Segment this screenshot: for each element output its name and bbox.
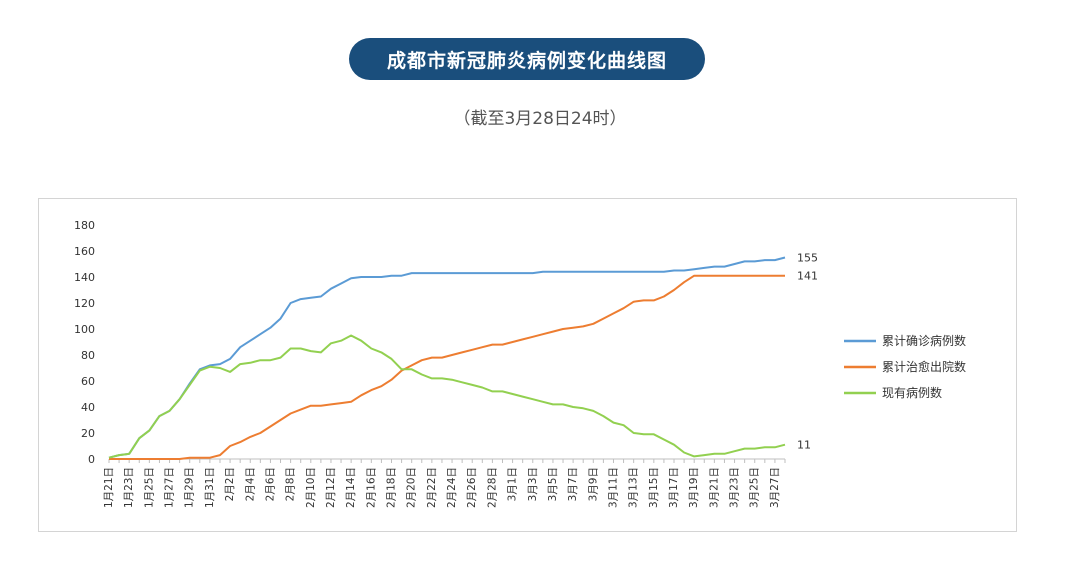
line-chart: 0 20 40 60 80 100 120 140 160 180 1月21日 1月23日 1月25日 1…: [74, 219, 966, 508]
series-line: [108, 256, 786, 459]
x-tick-label: 1月23日: [123, 467, 135, 508]
x-tick-label: 3月9日: [587, 467, 599, 501]
x-tick-label: 2月24日: [446, 467, 458, 508]
x-tick-label: 1月31日: [204, 467, 216, 508]
y-tick-label: 40: [81, 401, 95, 414]
x-tick-label: 2月26日: [466, 467, 478, 508]
x-tick-label: 2月14日: [345, 467, 357, 508]
y-tick-label: 20: [81, 427, 95, 440]
x-tick-label: 2月18日: [386, 467, 398, 508]
series-end-label: 141: [797, 270, 818, 283]
y-tick-label: 160: [74, 245, 95, 258]
x-tick-label: 3月1日: [507, 467, 519, 501]
x-tick-label: 3月21日: [708, 467, 720, 508]
y-tick-label: 80: [81, 349, 95, 362]
x-tick-label: 2月10日: [305, 467, 317, 508]
legend-label: 累计确诊病例数: [882, 333, 966, 348]
series-end-label: 11: [797, 439, 811, 452]
x-tick-label: 2月8日: [285, 467, 297, 501]
x-tick-label: 3月13日: [628, 467, 640, 508]
x-tick-label: 2月2日: [224, 467, 236, 501]
chart-title: 成都市新冠肺炎病例变化曲线图: [386, 49, 667, 72]
series-line: [109, 274, 785, 460]
x-tick-label: 1月29日: [184, 467, 196, 508]
legend-label: 现有病例数: [882, 385, 942, 400]
x-tick-label: 2月4日: [244, 467, 256, 501]
x-tick-label: 1月25日: [143, 467, 155, 508]
x-tick-label: 1月21日: [103, 467, 115, 508]
x-tick-label: 3月5日: [547, 467, 559, 501]
x-tick-label: 2月20日: [406, 467, 418, 508]
y-tick-label: 120: [74, 297, 95, 310]
x-tick-label: 3月25日: [749, 467, 761, 508]
y-tick-label: 0: [88, 453, 95, 466]
series-end-label: 155: [797, 252, 818, 265]
x-tick-label: 3月3日: [527, 467, 539, 501]
x-tick-label: 1月27日: [164, 467, 176, 508]
x-tick-label: 3月23日: [729, 467, 741, 508]
y-tick-label: 180: [74, 219, 95, 232]
x-tick-label: 2月22日: [426, 467, 438, 508]
x-tick-label: 3月19日: [688, 467, 700, 508]
y-tick-label: 100: [74, 323, 95, 336]
x-tick-label: 2月12日: [325, 467, 337, 508]
legend-label: 累计治愈出院数: [882, 359, 966, 374]
x-tick-label: 3月27日: [769, 467, 781, 508]
chart-frame: 0 20 40 60 80 100 120 140 160 180 1月21日 1月23日 1月25日 1…: [38, 198, 1017, 532]
x-tick-label: 2月6日: [264, 467, 276, 501]
x-tick-label: 2月16日: [365, 467, 377, 508]
y-tick-label: 140: [74, 271, 95, 284]
y-tick-label: 60: [81, 375, 95, 388]
x-tick-label: 3月17日: [668, 467, 680, 508]
chart-subtitle: （截至3月28日24时）: [453, 109, 627, 129]
chart-title-banner: 成都市新冠肺炎病例变化曲线图: [349, 38, 705, 80]
x-tick-label: 2月28日: [486, 467, 498, 508]
series-line: [108, 334, 786, 459]
x-tick-label: 3月7日: [567, 467, 579, 501]
x-tick-label: 3月11日: [607, 467, 619, 508]
x-tick-label: 3月15日: [648, 467, 660, 508]
